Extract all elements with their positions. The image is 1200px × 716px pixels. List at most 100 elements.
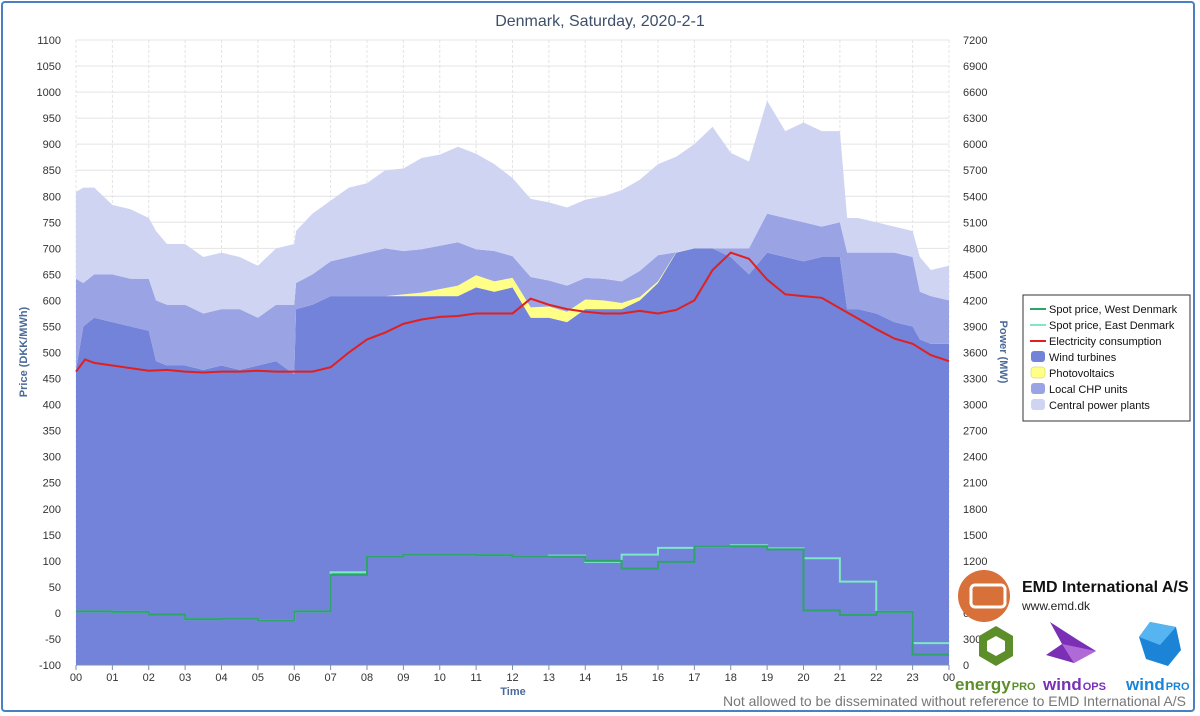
- y-tick-label-left: -100: [39, 660, 61, 672]
- y-tick-label-right: 3300: [963, 374, 987, 386]
- y-tick-label-left: 950: [43, 113, 61, 125]
- y-tick-label-right: 1800: [963, 504, 987, 516]
- x-tick-label: 03: [179, 672, 191, 684]
- x-tick-label: 07: [325, 672, 337, 684]
- x-tick-label: 05: [252, 672, 264, 684]
- y-tick-label-left: -50: [45, 634, 61, 646]
- x-tick-label: 02: [143, 672, 155, 684]
- y-axis-label-right: Power (MW): [997, 321, 1009, 384]
- y-tick-label-right: 6600: [963, 87, 987, 99]
- y-tick-label-right: 6900: [963, 61, 987, 73]
- x-tick-label: 12: [506, 672, 518, 684]
- chart-title: Denmark, Saturday, 2020-2-1: [495, 13, 705, 30]
- x-tick-label: 22: [870, 672, 882, 684]
- y-tick-label-left: 500: [43, 348, 61, 360]
- y-tick-label-right: 5400: [963, 191, 987, 203]
- legend-label-spot-west[interactable]: Spot price, West Denmark: [1049, 304, 1178, 316]
- y-tick-label-right: 6000: [963, 139, 987, 151]
- y-tick-label-left: 1000: [37, 87, 61, 99]
- x-tick-label: 11: [470, 672, 481, 684]
- y-tick-label-right: 3000: [963, 400, 987, 412]
- x-tick-label: 00: [70, 672, 82, 684]
- y-tick-label-left: 100: [43, 556, 61, 568]
- y-tick-label-left: 900: [43, 139, 61, 151]
- energypro-hexagon-inner-icon: [987, 636, 1005, 656]
- legend-swatch-pv: [1030, 366, 1046, 379]
- disclaimer: Not allowed to be disseminated without r…: [723, 693, 1186, 709]
- x-tick-label: 17: [688, 672, 700, 684]
- x-tick-label: 04: [215, 672, 227, 684]
- legend-swatch-central: [1031, 399, 1045, 410]
- y-tick-label-left: 550: [43, 321, 61, 333]
- y-tick-label-right: 0: [963, 660, 969, 672]
- legend-label-chp[interactable]: Local CHP units: [1049, 384, 1128, 396]
- y-tick-label-right: 2400: [963, 452, 987, 464]
- y-tick-label-left: 750: [43, 217, 61, 229]
- windops-bird-wing-icon: [1062, 644, 1096, 663]
- legend-swatch-chp: [1031, 383, 1045, 394]
- y-tick-label-right: 7200: [963, 35, 987, 47]
- axes: -100-50050100150200250300350400450500550…: [37, 35, 988, 684]
- area-wind-turbines: [76, 248, 949, 666]
- area-central-power-plants: [76, 100, 949, 318]
- windops-wordmark: windOPS: [1042, 675, 1106, 694]
- y-tick-label-right: 2700: [963, 426, 987, 438]
- windpro-wordmark: windPRO: [1125, 675, 1190, 694]
- y-axis-label-left: Price (DKK/MWh): [18, 306, 30, 397]
- y-tick-label-right: 3900: [963, 321, 987, 333]
- windpro-logo: windPRO: [1125, 622, 1190, 694]
- company-url: www.emd.dk: [1021, 599, 1091, 613]
- x-tick-label: 21: [834, 672, 846, 684]
- y-tick-label-right: 4200: [963, 295, 987, 307]
- y-tick-label-left: 450: [43, 374, 61, 386]
- legend-label-pv[interactable]: Photovoltaics: [1049, 368, 1115, 380]
- legend-swatch-wind: [1031, 351, 1045, 362]
- legend-label-central[interactable]: Central power plants: [1049, 400, 1150, 412]
- y-tick-label-left: 1050: [37, 61, 61, 73]
- y-tick-label-left: 50: [49, 582, 61, 594]
- line-consumption: [75, 251, 950, 374]
- y-tick-label-left: 800: [43, 191, 61, 203]
- y-tick-label-left: 700: [43, 243, 61, 255]
- legend-label-spot-east[interactable]: Spot price, East Denmark: [1049, 320, 1175, 332]
- x-tick-label: 00: [943, 672, 955, 684]
- legend-box: [1022, 294, 1191, 422]
- legend-label-consumption[interactable]: Electricity consumption: [1049, 336, 1162, 348]
- y-tick-label-left: 1100: [37, 35, 61, 47]
- y-tick-label-right: 3600: [963, 348, 987, 360]
- y-tick-label-right: 4500: [963, 269, 987, 281]
- emd-circle-icon: [958, 570, 1010, 622]
- y-tick-label-right: 1500: [963, 530, 987, 542]
- y-tick-label-left: 150: [43, 530, 61, 542]
- x-axis-label: Time: [500, 686, 525, 698]
- x-tick-label: 16: [652, 672, 664, 684]
- x-tick-label: 09: [397, 672, 409, 684]
- line-series: [75, 251, 950, 656]
- y-tick-label-right: 5100: [963, 217, 987, 229]
- x-tick-label: 20: [797, 672, 809, 684]
- x-tick-label: 23: [907, 672, 919, 684]
- legend: Spot price, West Denmark Spot price, Eas…: [1022, 294, 1191, 422]
- emd-logo: EMD International A/S www.emd.dk: [958, 570, 1189, 622]
- y-tick-label-left: 250: [43, 478, 61, 490]
- energypro-wordmark: energyPRO: [955, 675, 1036, 694]
- y-tick-label-left: 0: [55, 608, 61, 620]
- y-tick-label-right: 6300: [963, 113, 987, 125]
- x-tick-label: 15: [616, 672, 628, 684]
- legend-label-wind[interactable]: Wind turbines: [1049, 352, 1117, 364]
- x-tick-label: 10: [434, 672, 446, 684]
- x-tick-label: 08: [361, 672, 373, 684]
- y-tick-label-left: 400: [43, 400, 61, 412]
- y-tick-label-right: 1200: [963, 556, 987, 568]
- y-tick-label-left: 350: [43, 426, 61, 438]
- y-tick-label-right: 300: [963, 634, 981, 646]
- y-tick-label-left: 650: [43, 269, 61, 281]
- windops-logo: windOPS: [1042, 622, 1106, 694]
- y-tick-label-left: 200: [43, 504, 61, 516]
- y-tick-label-right: 4800: [963, 243, 987, 255]
- y-tick-label-left: 850: [43, 165, 61, 177]
- emd-mark-icon: [969, 583, 1007, 609]
- x-tick-label: 01: [106, 672, 118, 684]
